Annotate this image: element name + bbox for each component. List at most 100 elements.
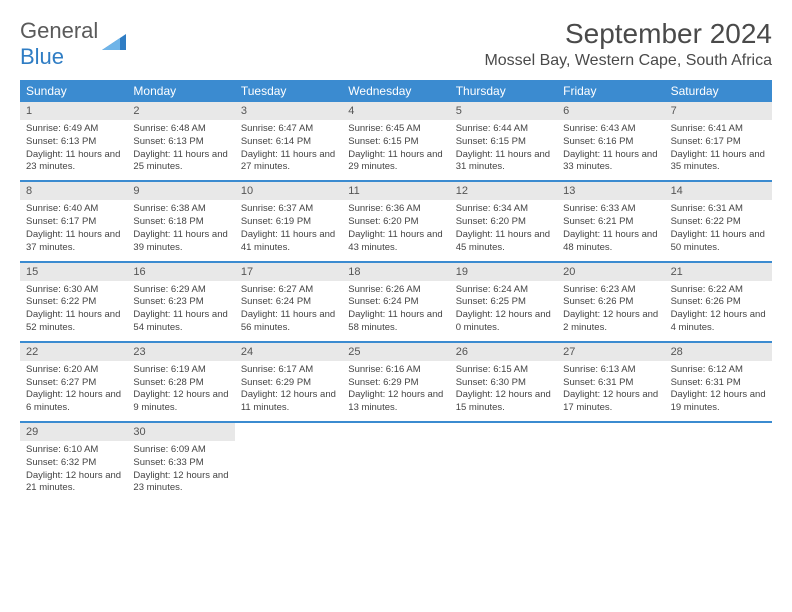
day-number: 3 bbox=[235, 102, 342, 120]
day-cell: 7Sunrise: 6:41 AMSunset: 6:17 PMDaylight… bbox=[665, 102, 772, 180]
empty-cell bbox=[235, 423, 342, 501]
day-number: 26 bbox=[450, 343, 557, 361]
day-details: Sunrise: 6:16 AMSunset: 6:29 PMDaylight:… bbox=[342, 361, 449, 421]
day-number: 8 bbox=[20, 182, 127, 200]
day-number: 10 bbox=[235, 182, 342, 200]
day-number: 17 bbox=[235, 263, 342, 281]
weekday-tue: Tuesday bbox=[235, 80, 342, 102]
day-number: 20 bbox=[557, 263, 664, 281]
day-details: Sunrise: 6:22 AMSunset: 6:26 PMDaylight:… bbox=[665, 281, 772, 341]
day-details: Sunrise: 6:10 AMSunset: 6:32 PMDaylight:… bbox=[20, 441, 127, 501]
day-details: Sunrise: 6:36 AMSunset: 6:20 PMDaylight:… bbox=[342, 200, 449, 260]
day-cell: 20Sunrise: 6:23 AMSunset: 6:26 PMDayligh… bbox=[557, 263, 664, 341]
day-cell: 27Sunrise: 6:13 AMSunset: 6:31 PMDayligh… bbox=[557, 343, 664, 421]
day-details: Sunrise: 6:12 AMSunset: 6:31 PMDaylight:… bbox=[665, 361, 772, 421]
day-details: Sunrise: 6:17 AMSunset: 6:29 PMDaylight:… bbox=[235, 361, 342, 421]
day-details: Sunrise: 6:13 AMSunset: 6:31 PMDaylight:… bbox=[557, 361, 664, 421]
day-number: 12 bbox=[450, 182, 557, 200]
day-details: Sunrise: 6:41 AMSunset: 6:17 PMDaylight:… bbox=[665, 120, 772, 180]
day-details: Sunrise: 6:24 AMSunset: 6:25 PMDaylight:… bbox=[450, 281, 557, 341]
day-cell: 21Sunrise: 6:22 AMSunset: 6:26 PMDayligh… bbox=[665, 263, 772, 341]
day-details: Sunrise: 6:31 AMSunset: 6:22 PMDaylight:… bbox=[665, 200, 772, 260]
day-number: 29 bbox=[20, 423, 127, 441]
weekday-wed: Wednesday bbox=[342, 80, 449, 102]
weekday-header: Sunday Monday Tuesday Wednesday Thursday… bbox=[20, 80, 772, 102]
day-cell: 2Sunrise: 6:48 AMSunset: 6:13 PMDaylight… bbox=[127, 102, 234, 180]
logo-text-general: General bbox=[20, 18, 98, 43]
day-details: Sunrise: 6:27 AMSunset: 6:24 PMDaylight:… bbox=[235, 281, 342, 341]
day-cell: 19Sunrise: 6:24 AMSunset: 6:25 PMDayligh… bbox=[450, 263, 557, 341]
day-cell: 25Sunrise: 6:16 AMSunset: 6:29 PMDayligh… bbox=[342, 343, 449, 421]
day-details: Sunrise: 6:09 AMSunset: 6:33 PMDaylight:… bbox=[127, 441, 234, 501]
day-details: Sunrise: 6:40 AMSunset: 6:17 PMDaylight:… bbox=[20, 200, 127, 260]
week-row: 15Sunrise: 6:30 AMSunset: 6:22 PMDayligh… bbox=[20, 263, 772, 343]
day-details: Sunrise: 6:33 AMSunset: 6:21 PMDaylight:… bbox=[557, 200, 664, 260]
day-details: Sunrise: 6:19 AMSunset: 6:28 PMDaylight:… bbox=[127, 361, 234, 421]
logo: General Blue bbox=[20, 18, 128, 70]
day-cell: 22Sunrise: 6:20 AMSunset: 6:27 PMDayligh… bbox=[20, 343, 127, 421]
day-details: Sunrise: 6:23 AMSunset: 6:26 PMDaylight:… bbox=[557, 281, 664, 341]
day-cell: 30Sunrise: 6:09 AMSunset: 6:33 PMDayligh… bbox=[127, 423, 234, 501]
week-row: 8Sunrise: 6:40 AMSunset: 6:17 PMDaylight… bbox=[20, 182, 772, 262]
day-number: 28 bbox=[665, 343, 772, 361]
weekday-thu: Thursday bbox=[450, 80, 557, 102]
day-cell: 9Sunrise: 6:38 AMSunset: 6:18 PMDaylight… bbox=[127, 182, 234, 260]
week-row: 22Sunrise: 6:20 AMSunset: 6:27 PMDayligh… bbox=[20, 343, 772, 423]
day-number: 4 bbox=[342, 102, 449, 120]
day-cell: 13Sunrise: 6:33 AMSunset: 6:21 PMDayligh… bbox=[557, 182, 664, 260]
day-number: 21 bbox=[665, 263, 772, 281]
day-cell: 26Sunrise: 6:15 AMSunset: 6:30 PMDayligh… bbox=[450, 343, 557, 421]
day-cell: 8Sunrise: 6:40 AMSunset: 6:17 PMDaylight… bbox=[20, 182, 127, 260]
day-details: Sunrise: 6:48 AMSunset: 6:13 PMDaylight:… bbox=[127, 120, 234, 180]
day-number: 22 bbox=[20, 343, 127, 361]
day-details: Sunrise: 6:15 AMSunset: 6:30 PMDaylight:… bbox=[450, 361, 557, 421]
day-number: 1 bbox=[20, 102, 127, 120]
day-details: Sunrise: 6:49 AMSunset: 6:13 PMDaylight:… bbox=[20, 120, 127, 180]
weekday-mon: Monday bbox=[127, 80, 234, 102]
weekday-sun: Sunday bbox=[20, 80, 127, 102]
day-number: 14 bbox=[665, 182, 772, 200]
day-number: 23 bbox=[127, 343, 234, 361]
day-cell: 16Sunrise: 6:29 AMSunset: 6:23 PMDayligh… bbox=[127, 263, 234, 341]
day-number: 27 bbox=[557, 343, 664, 361]
day-number: 7 bbox=[665, 102, 772, 120]
empty-cell bbox=[665, 423, 772, 501]
day-number: 5 bbox=[450, 102, 557, 120]
day-details: Sunrise: 6:38 AMSunset: 6:18 PMDaylight:… bbox=[127, 200, 234, 260]
week-row: 29Sunrise: 6:10 AMSunset: 6:32 PMDayligh… bbox=[20, 423, 772, 501]
day-number: 24 bbox=[235, 343, 342, 361]
day-number: 13 bbox=[557, 182, 664, 200]
logo-text-blue: Blue bbox=[20, 44, 64, 69]
day-details: Sunrise: 6:47 AMSunset: 6:14 PMDaylight:… bbox=[235, 120, 342, 180]
header: General Blue September 2024 Mossel Bay, … bbox=[20, 18, 772, 70]
day-number: 16 bbox=[127, 263, 234, 281]
day-cell: 23Sunrise: 6:19 AMSunset: 6:28 PMDayligh… bbox=[127, 343, 234, 421]
day-number: 15 bbox=[20, 263, 127, 281]
day-details: Sunrise: 6:34 AMSunset: 6:20 PMDaylight:… bbox=[450, 200, 557, 260]
day-cell: 5Sunrise: 6:44 AMSunset: 6:15 PMDaylight… bbox=[450, 102, 557, 180]
day-cell: 28Sunrise: 6:12 AMSunset: 6:31 PMDayligh… bbox=[665, 343, 772, 421]
empty-cell bbox=[342, 423, 449, 501]
day-number: 9 bbox=[127, 182, 234, 200]
day-cell: 3Sunrise: 6:47 AMSunset: 6:14 PMDaylight… bbox=[235, 102, 342, 180]
location: Mossel Bay, Western Cape, South Africa bbox=[484, 52, 772, 70]
empty-cell bbox=[557, 423, 664, 501]
day-cell: 14Sunrise: 6:31 AMSunset: 6:22 PMDayligh… bbox=[665, 182, 772, 260]
day-cell: 17Sunrise: 6:27 AMSunset: 6:24 PMDayligh… bbox=[235, 263, 342, 341]
day-number: 2 bbox=[127, 102, 234, 120]
day-details: Sunrise: 6:44 AMSunset: 6:15 PMDaylight:… bbox=[450, 120, 557, 180]
day-details: Sunrise: 6:20 AMSunset: 6:27 PMDaylight:… bbox=[20, 361, 127, 421]
day-details: Sunrise: 6:43 AMSunset: 6:16 PMDaylight:… bbox=[557, 120, 664, 180]
day-cell: 6Sunrise: 6:43 AMSunset: 6:16 PMDaylight… bbox=[557, 102, 664, 180]
day-details: Sunrise: 6:30 AMSunset: 6:22 PMDaylight:… bbox=[20, 281, 127, 341]
day-details: Sunrise: 6:37 AMSunset: 6:19 PMDaylight:… bbox=[235, 200, 342, 260]
day-number: 11 bbox=[342, 182, 449, 200]
month-title: September 2024 bbox=[484, 18, 772, 50]
logo-text: General Blue bbox=[20, 18, 98, 70]
weekday-fri: Friday bbox=[557, 80, 664, 102]
day-details: Sunrise: 6:45 AMSunset: 6:15 PMDaylight:… bbox=[342, 120, 449, 180]
day-cell: 24Sunrise: 6:17 AMSunset: 6:29 PMDayligh… bbox=[235, 343, 342, 421]
empty-cell bbox=[450, 423, 557, 501]
calendar-body: 1Sunrise: 6:49 AMSunset: 6:13 PMDaylight… bbox=[20, 102, 772, 501]
day-cell: 10Sunrise: 6:37 AMSunset: 6:19 PMDayligh… bbox=[235, 182, 342, 260]
